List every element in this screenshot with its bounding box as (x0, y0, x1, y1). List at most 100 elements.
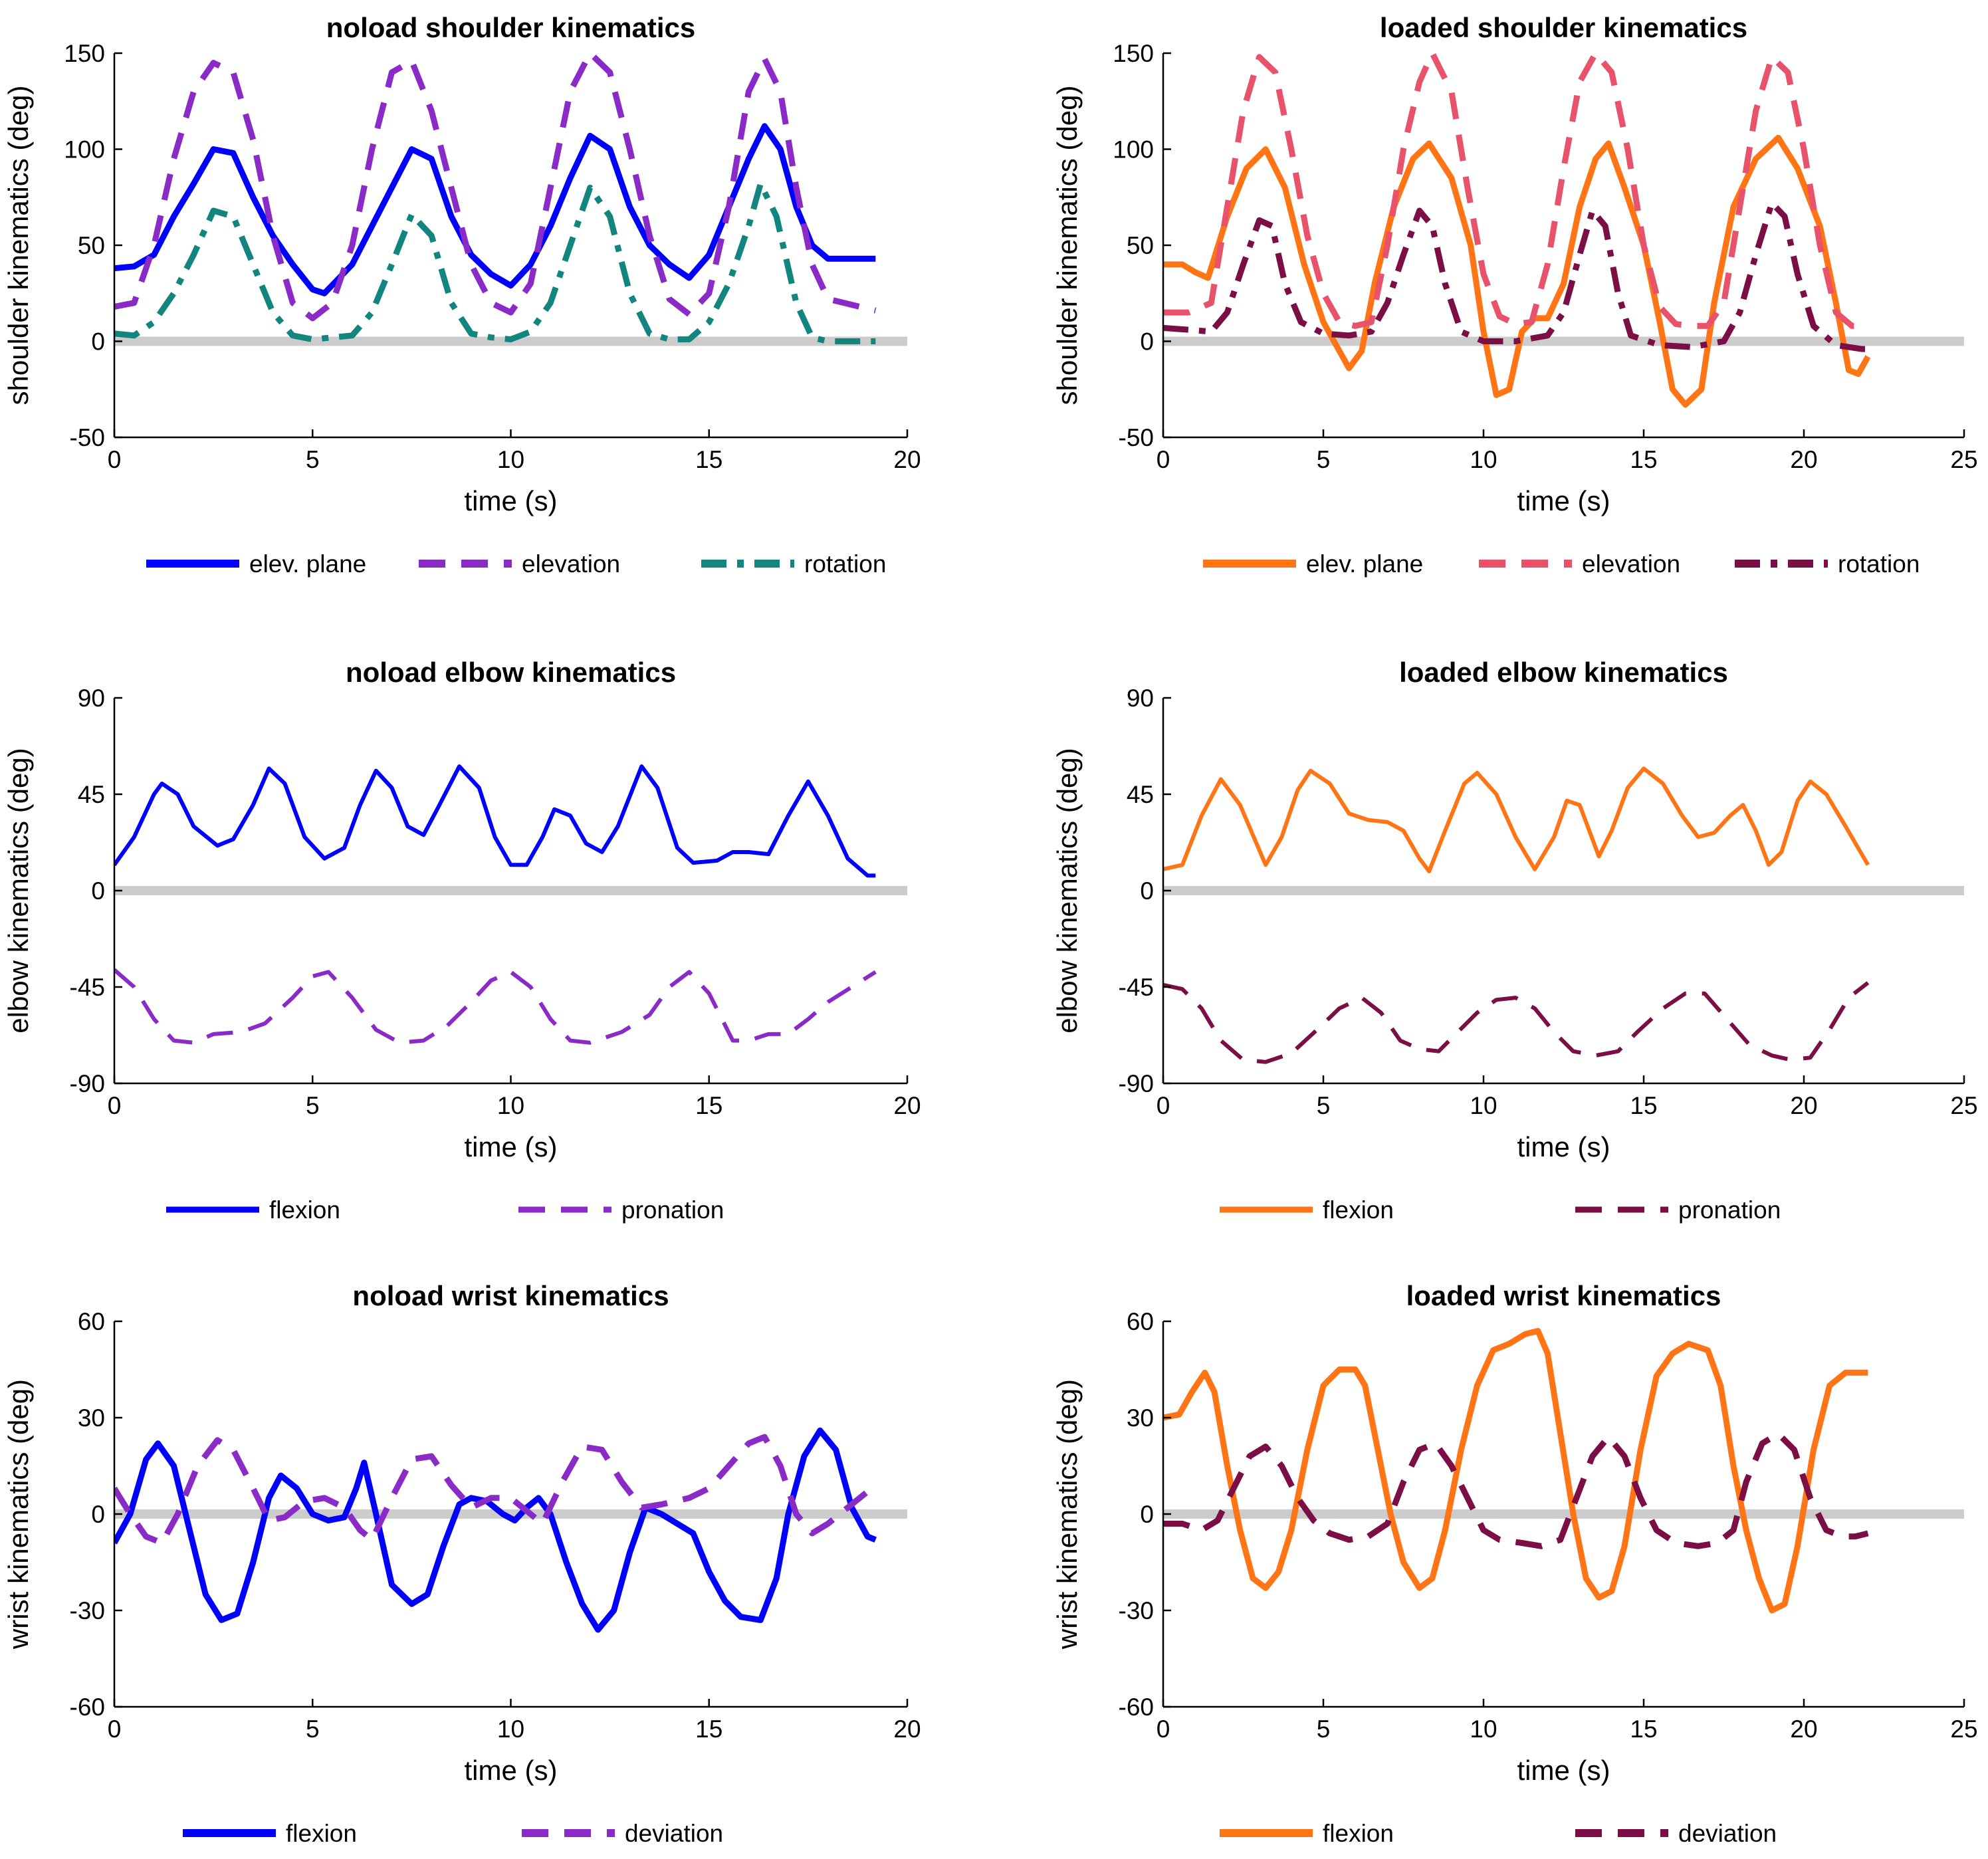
chart-title: noload wrist kinematics (352, 1280, 669, 1311)
legend-label: elev. plane (249, 550, 366, 578)
x-tick-label: 5 (306, 1715, 320, 1743)
y-tick-label: 100 (64, 136, 105, 164)
x-tick-label: 15 (1630, 1092, 1657, 1119)
y-tick-label: -30 (1119, 1597, 1154, 1624)
y-axis-label: elbow kinematics (deg) (3, 748, 34, 1034)
chart-loaded-elbow: 0 5 10 15 20 25 -90 -45 0 45 90 loaded elbow kinema… (1051, 657, 1978, 1224)
legend: flexion pronation (1220, 1196, 1781, 1224)
legend-label: flexion (1323, 1196, 1394, 1224)
y-tick-label: -90 (1119, 1070, 1154, 1097)
legend-label: flexion (1323, 1820, 1394, 1847)
x-tick-label: 15 (695, 1715, 722, 1743)
y-tick-label: 100 (1113, 136, 1154, 164)
legend-label: pronation (1678, 1196, 1781, 1224)
series-line-flexion (1163, 766, 1870, 873)
legend-label: deviation (1678, 1820, 1777, 1847)
x-axis-label: time (s) (465, 485, 558, 516)
y-axis-label: shoulder kinematics (deg) (1051, 86, 1083, 405)
y-tick-label: -50 (70, 424, 105, 451)
legend-label: flexion (269, 1196, 340, 1224)
x-axis-label: time (s) (465, 1131, 558, 1162)
x-tick-label: 25 (1950, 1715, 1977, 1743)
x-tick-label: 5 (306, 1092, 320, 1119)
series-line-pronation (1163, 981, 1870, 1064)
x-tick-label: 10 (1470, 446, 1497, 473)
legend: flexion deviation (183, 1820, 723, 1847)
x-axis-label: time (s) (465, 1755, 558, 1786)
x-tick-label: 5 (1317, 1715, 1331, 1743)
series-line-flexion (1163, 1328, 1868, 1614)
y-tick-label: 60 (1127, 1308, 1154, 1335)
x-tick-label: 10 (1470, 1715, 1497, 1743)
chart-loaded-wrist: 0 5 10 15 20 25 -60 -30 0 30 60 loaded wrist kinema… (1051, 1280, 1978, 1847)
y-tick-label: -45 (70, 974, 105, 1001)
y-tick-label: 0 (91, 328, 105, 356)
series-line-flexion (114, 1427, 877, 1633)
series-line-rotation (1163, 199, 1868, 352)
y-tick-label: 90 (78, 685, 105, 712)
chart-title: loaded elbow kinematics (1399, 657, 1728, 688)
y-tick-label: -60 (1119, 1694, 1154, 1721)
x-axis-label: time (s) (1517, 485, 1610, 516)
x-tick-label: 0 (108, 446, 122, 473)
y-tick-label: 30 (1127, 1404, 1154, 1432)
y-tick-label: 0 (1140, 877, 1154, 905)
y-tick-label: -60 (70, 1694, 105, 1721)
x-tick-label: 25 (1950, 446, 1977, 473)
x-axis-label: time (s) (1517, 1755, 1610, 1786)
legend-label: elevation (522, 550, 620, 578)
chart-title: noload shoulder kinematics (326, 12, 695, 43)
y-tick-label: -45 (1119, 974, 1154, 1001)
x-tick-label: 20 (893, 1092, 921, 1119)
legend-label: rotation (1838, 550, 1920, 578)
chart-title: noload elbow kinematics (346, 657, 676, 688)
x-axis-label: time (s) (1517, 1131, 1610, 1162)
series-line-rotation (114, 181, 876, 344)
y-tick-label: 50 (78, 232, 105, 259)
chart-title: loaded wrist kinematics (1406, 1280, 1721, 1311)
y-tick-label: 0 (91, 877, 105, 905)
y-axis-label: shoulder kinematics (deg) (3, 86, 34, 405)
x-tick-label: 0 (108, 1715, 122, 1743)
chart-noload-wrist: 0 5 10 15 20 -60 -30 0 30 60 noload wrist kinemati… (3, 1280, 921, 1847)
series-line-deviation (114, 1434, 877, 1546)
legend-label: flexion (286, 1820, 357, 1847)
x-tick-label: 5 (306, 446, 320, 473)
y-tick-label: 0 (1140, 1501, 1154, 1528)
legend-label: pronation (621, 1196, 724, 1224)
series-line-elev-plane (1163, 134, 1871, 408)
y-axis-label: elbow kinematics (deg) (1051, 748, 1083, 1034)
x-tick-label: 0 (108, 1092, 122, 1119)
x-tick-label: 10 (497, 1715, 524, 1743)
x-tick-label: 25 (1950, 1092, 1977, 1119)
x-tick-label: 20 (1790, 1092, 1817, 1119)
legend: elev. plane elevation rotation (1203, 550, 1920, 578)
series-line-elevation (114, 50, 877, 322)
x-tick-label: 15 (695, 446, 722, 473)
y-axis-label: wrist kinematics (deg) (3, 1379, 34, 1650)
chart-title: loaded shoulder kinematics (1380, 12, 1747, 43)
y-tick-label: -30 (70, 1597, 105, 1624)
x-tick-label: 15 (695, 1092, 722, 1119)
y-tick-label: 150 (1113, 40, 1154, 67)
y-tick-label: 150 (64, 40, 105, 67)
legend: elev. plane elevation rotation (146, 550, 886, 578)
y-tick-label: -90 (70, 1070, 105, 1097)
x-tick-label: 0 (1157, 446, 1170, 473)
y-tick-label: 90 (1127, 685, 1154, 712)
y-tick-label: 0 (1140, 328, 1154, 356)
legend-label: rotation (804, 550, 886, 578)
x-tick-label: 0 (1157, 1715, 1170, 1743)
y-tick-label: -50 (1119, 424, 1154, 451)
y-tick-label: 0 (91, 1501, 105, 1528)
y-tick-label: 30 (78, 1404, 105, 1432)
series-line-elev-plane (114, 123, 876, 296)
legend-label: deviation (625, 1820, 723, 1847)
y-axis-label: wrist kinematics (deg) (1051, 1379, 1083, 1650)
series-line-flexion (114, 764, 876, 878)
x-tick-label: 10 (1470, 1092, 1497, 1119)
x-tick-label: 10 (497, 1092, 524, 1119)
series-line-deviation (1163, 1430, 1869, 1549)
